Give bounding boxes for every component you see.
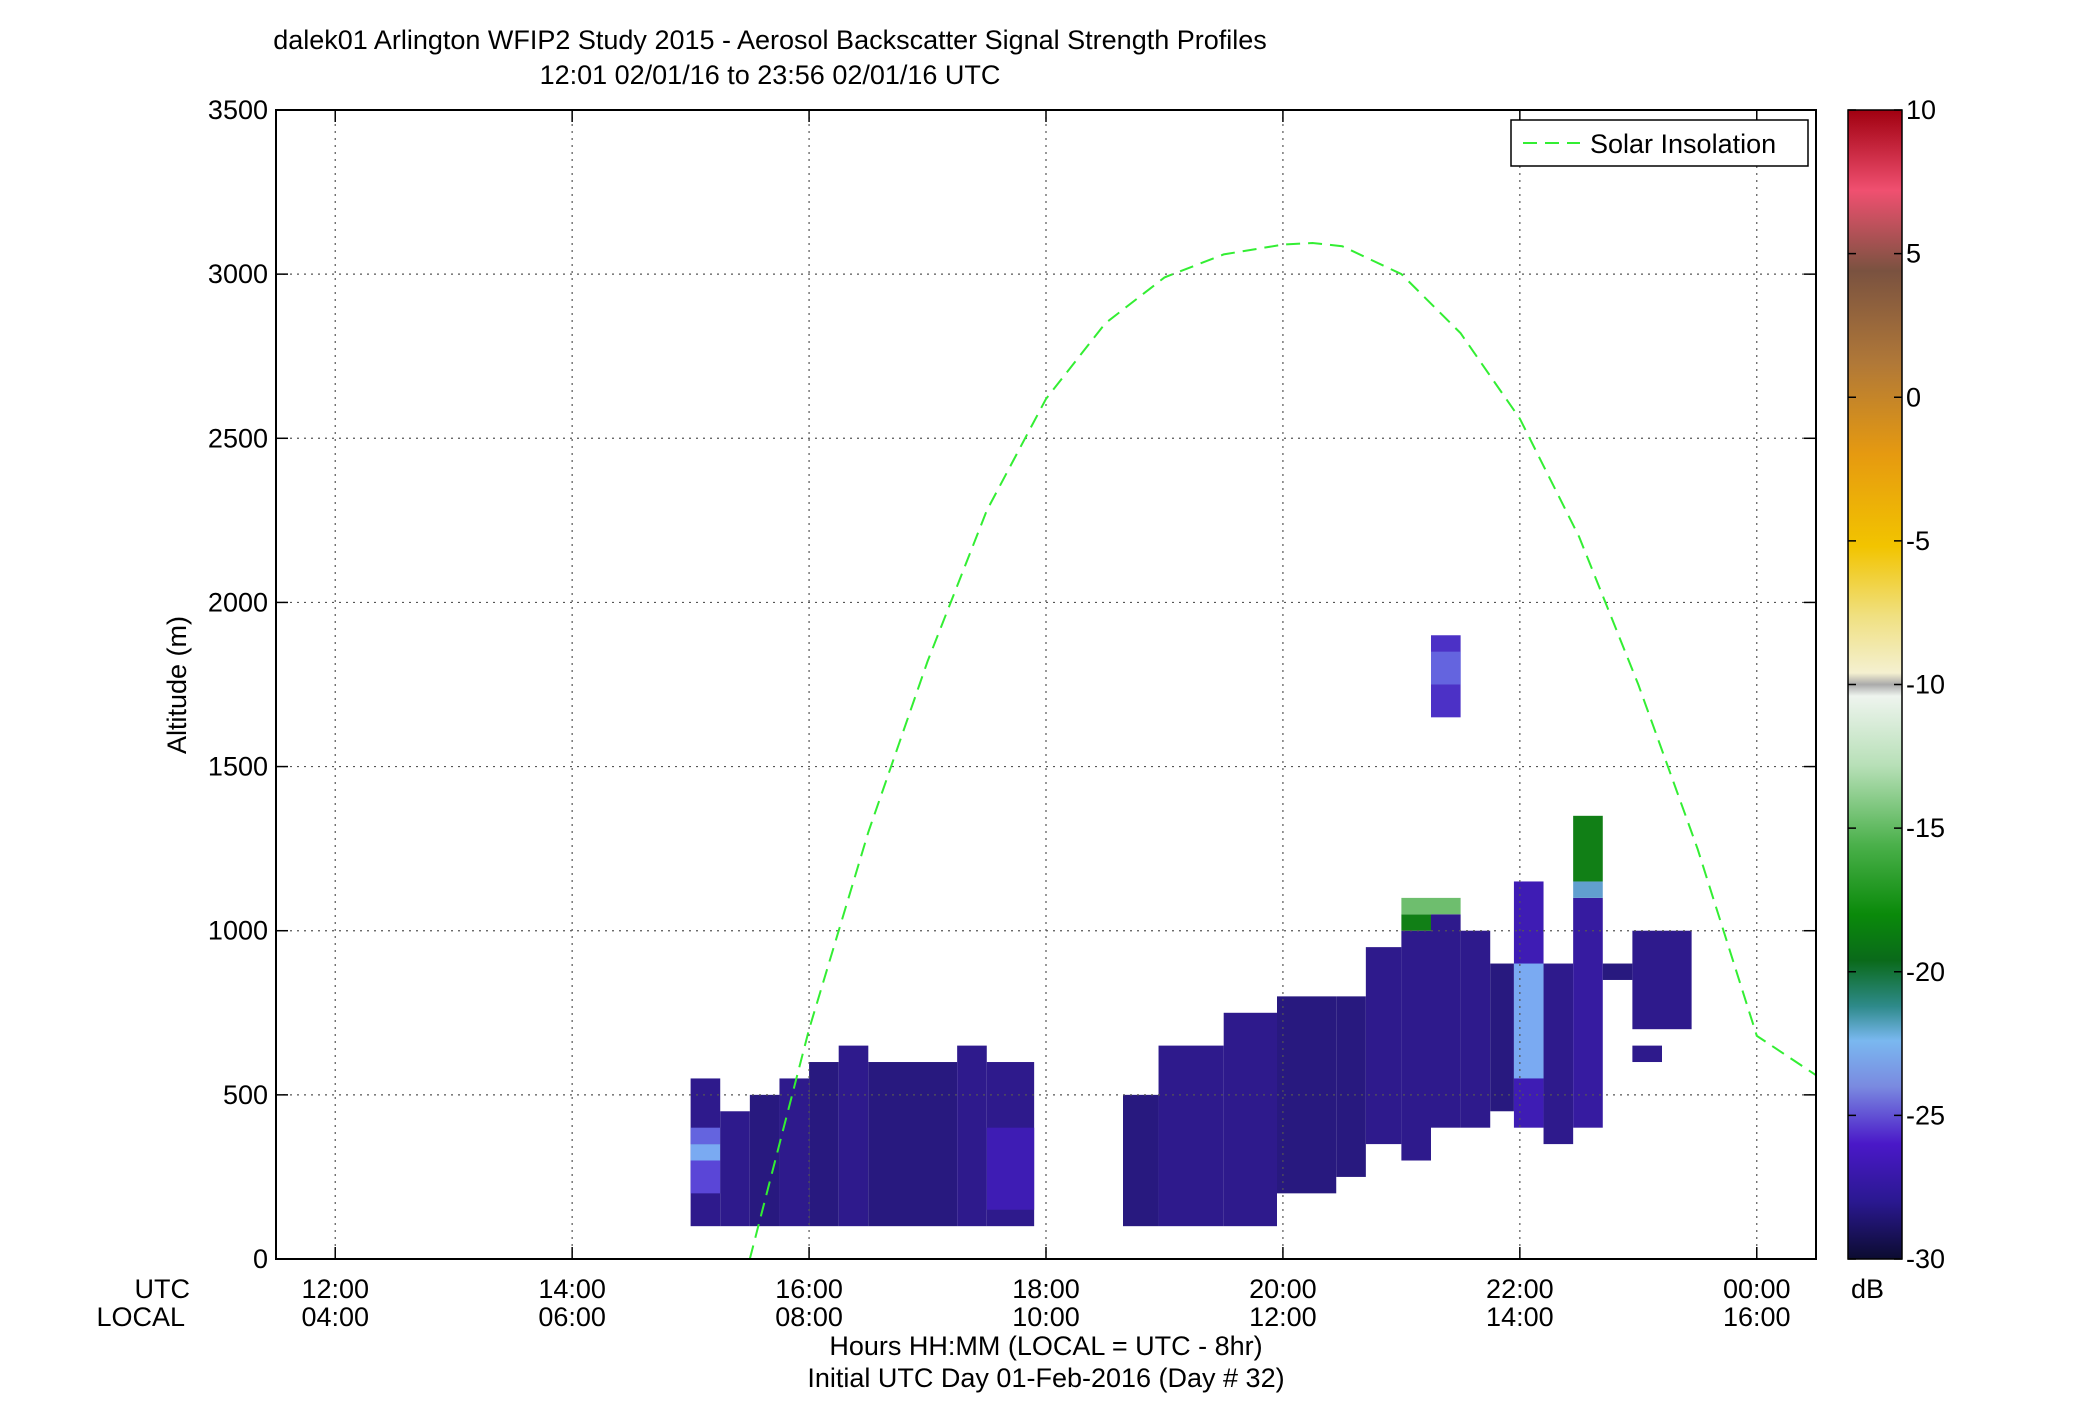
- x-axis-label-secondary: Initial UTC Day 01-Feb-2016 (Day # 32): [807, 1363, 1284, 1393]
- heatmap-cell-17: [1336, 996, 1366, 1177]
- heatmap-cell-12: [986, 1127, 1035, 1210]
- heatmap-cell-18: [1365, 947, 1402, 1145]
- chart-subtitle: 12:01 02/01/16 to 23:56 02/01/16 UTC: [540, 60, 1001, 90]
- heatmap-cell-33: [1632, 930, 1692, 1030]
- legend: Solar Insolation: [1510, 119, 1809, 167]
- y-tick-label-5: 2500: [208, 423, 268, 453]
- heatmap-cell-8: [838, 1045, 869, 1227]
- chart-title: dalek01 Arlington WFIP2 Study 2015 - Aer…: [273, 25, 1267, 55]
- x-row-label-local: LOCAL: [96, 1302, 185, 1332]
- colorbar-tick-label-6: -20: [1906, 957, 1945, 987]
- heatmap-cell-3: [690, 1127, 721, 1145]
- heatmap-cell-27: [1513, 963, 1544, 1079]
- colorbar-tick-label-5: -15: [1906, 813, 1945, 843]
- colorbar-ticks: 10 5 0 -5 -10 -15 -20 -25 -30: [1848, 95, 1945, 1274]
- heatmap-cell-2: [690, 1144, 721, 1161]
- colorbar: 10 5 0 -5 -10 -15 -20 -25 -30 dB: [1847, 95, 1945, 1304]
- colorbar-tick-label-0: 10: [1906, 95, 1936, 125]
- colorbar-tick-label-7: -25: [1906, 1100, 1945, 1130]
- x-tick-label-local-2: 08:00: [775, 1302, 843, 1332]
- heatmap-cell-25: [1490, 963, 1514, 1112]
- colorbar-tick-label-1: 5: [1906, 239, 1921, 269]
- heatmap-cell-6: [779, 1078, 810, 1227]
- heatmap-cell-21: [1401, 897, 1431, 915]
- y-tick-label-6: 3000: [208, 259, 268, 289]
- legend-entry-solar-insolation: Solar Insolation: [1590, 129, 1776, 159]
- y-axis-label: Altitude (m): [162, 616, 192, 754]
- colorbar-tick-label-4: -10: [1906, 670, 1945, 700]
- x-axis-ticks: 12:0004:0014:0006:0016:0008:0018:0010:00…: [301, 110, 1791, 1332]
- heatmap-cells: [690, 635, 1692, 1227]
- colorbar-gradient: [1847, 109, 1903, 1260]
- y-tick-label-0: 0: [253, 1244, 268, 1274]
- y-tick-label-2: 1000: [208, 916, 268, 946]
- heatmap-cell-28: [1543, 963, 1574, 1145]
- x-row-label-utc: UTC: [135, 1274, 191, 1304]
- x-tick-label-local-0: 04:00: [301, 1302, 369, 1332]
- x-tick-label-utc-3: 18:00: [1012, 1274, 1080, 1304]
- x-tick-label-utc-2: 16:00: [775, 1274, 843, 1304]
- heatmap-cell-19: [1401, 930, 1431, 1161]
- x-tick-label-local-5: 14:00: [1486, 1302, 1554, 1332]
- heatmap-cell-34: [1632, 1045, 1662, 1063]
- heatmap-cell-1: [690, 1160, 721, 1194]
- heatmap-cell-31: [1573, 815, 1603, 882]
- heatmap-cell-22: [1431, 914, 1461, 1128]
- colorbar-tick-label-3: -5: [1906, 526, 1930, 556]
- solar-insolation-layer: [748, 241, 1817, 1260]
- grid-lines: [276, 110, 1816, 1259]
- heatmap-cell-20: [1401, 914, 1431, 931]
- heatmap-cell-23: [1431, 897, 1461, 915]
- x-tick-label-local-6: 16:00: [1723, 1302, 1791, 1332]
- x-tick-label-utc-0: 12:00: [301, 1274, 369, 1304]
- heatmap-cell-13: [1123, 1094, 1159, 1227]
- heatmap-cell-36: [1431, 651, 1461, 685]
- solar-insolation-line: [748, 241, 1817, 1260]
- legend-box: [1510, 119, 1809, 167]
- heatmap-cell-10: [957, 1045, 987, 1227]
- heatmap-cell-4: [720, 1111, 750, 1227]
- x-tick-label-local-1: 06:00: [538, 1302, 606, 1332]
- heatmap-cell-9: [868, 1062, 958, 1227]
- heatmap-cell-24: [1460, 930, 1491, 1128]
- y-tick-label-1: 500: [223, 1080, 268, 1110]
- x-tick-label-utc-4: 20:00: [1249, 1274, 1317, 1304]
- x-tick-label-utc-1: 14:00: [538, 1274, 606, 1304]
- y-tick-label-7: 3500: [208, 95, 268, 125]
- colorbar-label: dB: [1851, 1274, 1884, 1304]
- heatmap-cell-30: [1573, 881, 1603, 898]
- x-tick-label-local-3: 10:00: [1012, 1302, 1080, 1332]
- heatmap-cell-29: [1573, 897, 1603, 1128]
- y-axis-ticks: 0 500 1000 1500 2000 2500 3000 3500: [208, 95, 1816, 1274]
- colorbar-tick-label-8: -30: [1906, 1244, 1945, 1274]
- y-tick-label-3: 1500: [208, 752, 268, 782]
- x-axis-label: Hours HH:MM (LOCAL = UTC - 8hr): [829, 1331, 1262, 1361]
- heatmap-cell-32: [1602, 963, 1633, 980]
- x-tick-label-utc-5: 22:00: [1486, 1274, 1554, 1304]
- heatmap-cell-7: [809, 1062, 839, 1227]
- y-tick-label-4: 2000: [208, 587, 268, 617]
- colorbar-tick-label-2: 0: [1906, 382, 1921, 412]
- heatmap-cell-15: [1223, 1012, 1277, 1227]
- x-tick-label-local-4: 12:00: [1249, 1302, 1317, 1332]
- x-tick-label-utc-6: 00:00: [1723, 1274, 1791, 1304]
- heatmap-cell-14: [1158, 1045, 1224, 1227]
